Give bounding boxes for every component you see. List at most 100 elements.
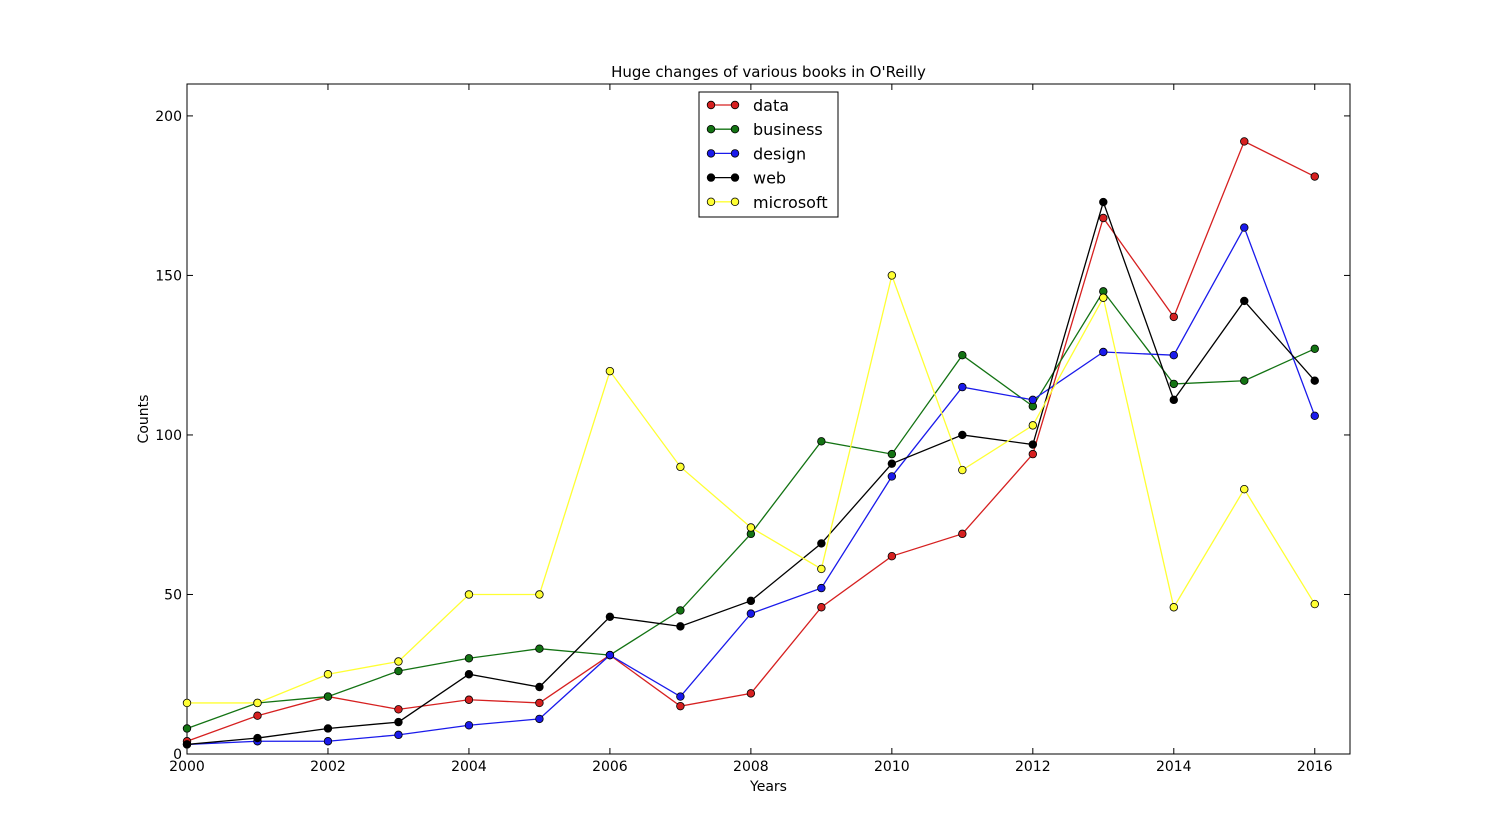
x-tick-label: 2012	[1015, 759, 1051, 775]
data-point-web	[605, 612, 615, 622]
x-axis: 2000 2002 2004 2006 2008 2010 2012 2014 2016	[169, 84, 1333, 775]
data-point-business	[323, 692, 333, 701]
data-point-web	[535, 682, 544, 692]
data-point-design	[1028, 395, 1038, 405]
data-point-microsoft	[605, 366, 615, 376]
legend-marker	[730, 100, 740, 110]
data-point-data	[1310, 172, 1319, 181]
data-point-data	[958, 529, 967, 539]
series-layer	[182, 137, 1319, 749]
legend-label: data	[753, 96, 789, 115]
data-point-data	[535, 698, 544, 708]
data-point-design	[394, 730, 403, 740]
data-point-web	[746, 596, 756, 606]
legend-marker	[706, 197, 716, 206]
data-point-web	[817, 539, 826, 548]
data-point-data	[464, 695, 474, 704]
y-axis-label: Counts	[136, 395, 152, 444]
data-point-microsoft	[746, 523, 756, 532]
data-point-business	[535, 644, 544, 653]
data-point-microsoft	[253, 698, 262, 708]
legend-marker	[706, 149, 716, 158]
data-point-design	[958, 382, 967, 392]
legend-item-web: web	[706, 169, 786, 188]
y-axis: 0 50 100 150 200	[155, 109, 1350, 763]
data-point-design	[323, 737, 333, 746]
legend: data business design web microsoft	[698, 91, 839, 218]
data-point-microsoft	[394, 657, 403, 666]
x-tick-label: 2014	[1156, 759, 1192, 775]
data-point-design	[535, 714, 544, 724]
legend-item-microsoft: microsoft	[706, 193, 828, 212]
data-point-data	[817, 603, 826, 612]
data-point-data	[887, 551, 897, 561]
data-point-microsoft	[1310, 599, 1319, 609]
legend-label: design	[753, 144, 806, 163]
data-point-data	[1099, 213, 1108, 223]
legend-marker	[730, 124, 740, 134]
data-point-web	[887, 459, 897, 468]
data-point-microsoft	[817, 564, 826, 574]
data-point-design	[464, 721, 474, 730]
data-point-data	[746, 689, 756, 698]
data-point-design	[746, 609, 756, 618]
data-point-data	[394, 705, 403, 714]
x-tick-label: 2004	[451, 759, 487, 775]
data-point-microsoft	[182, 698, 192, 708]
data-point-microsoft	[1028, 421, 1038, 430]
legend-label: microsoft	[753, 193, 828, 212]
data-point-business	[1310, 344, 1319, 354]
x-tick-label: 2002	[310, 759, 346, 775]
legend-marker	[706, 173, 716, 182]
legend-item-business: business	[706, 120, 823, 139]
data-point-business	[817, 437, 826, 446]
data-point-web	[253, 733, 262, 743]
x-tick-label: 2008	[733, 759, 769, 775]
legend-item-data: data	[706, 96, 789, 115]
legend-marker	[706, 100, 716, 110]
y-tick-label: 50	[164, 587, 182, 603]
data-point-data	[1240, 137, 1249, 146]
data-point-business	[464, 654, 474, 663]
data-point-data	[1028, 449, 1038, 459]
legend-label: business	[753, 120, 823, 139]
x-tick-label: 2016	[1297, 759, 1333, 775]
data-point-design	[605, 650, 615, 660]
data-point-web	[1169, 395, 1178, 405]
y-tick-label: 0	[173, 747, 182, 763]
data-point-microsoft	[535, 590, 544, 599]
x-tick-label: 2010	[874, 759, 910, 775]
data-point-web	[323, 724, 333, 733]
chart-title: Huge changes of various books in O'Reill…	[611, 63, 926, 81]
y-tick-label: 100	[155, 428, 182, 444]
legend-label: web	[753, 169, 786, 188]
data-point-microsoft	[464, 590, 474, 599]
series-microsoft	[182, 271, 1319, 708]
legend-marker	[730, 173, 740, 182]
data-point-microsoft	[323, 670, 333, 679]
data-point-data	[1169, 312, 1178, 322]
series-web	[182, 197, 1319, 749]
data-point-web	[464, 670, 474, 679]
data-point-business	[1240, 376, 1249, 385]
data-point-microsoft	[887, 271, 897, 280]
legend-box	[698, 91, 839, 218]
data-point-microsoft	[1099, 293, 1108, 302]
x-tick-label: 2006	[592, 759, 628, 775]
data-point-business	[887, 449, 897, 459]
y-tick-label: 200	[155, 109, 182, 125]
data-point-web	[1310, 376, 1319, 385]
data-point-design	[1099, 347, 1108, 357]
data-point-business	[958, 350, 967, 360]
legend-marker	[706, 124, 716, 134]
legend-marker	[730, 149, 740, 158]
data-point-data	[253, 711, 262, 720]
data-point-design	[676, 692, 685, 701]
data-point-microsoft	[1240, 484, 1249, 494]
data-point-web	[394, 717, 403, 727]
data-point-design	[817, 583, 826, 593]
data-point-business	[394, 666, 403, 676]
data-point-design	[887, 472, 897, 481]
data-point-microsoft	[676, 462, 685, 472]
